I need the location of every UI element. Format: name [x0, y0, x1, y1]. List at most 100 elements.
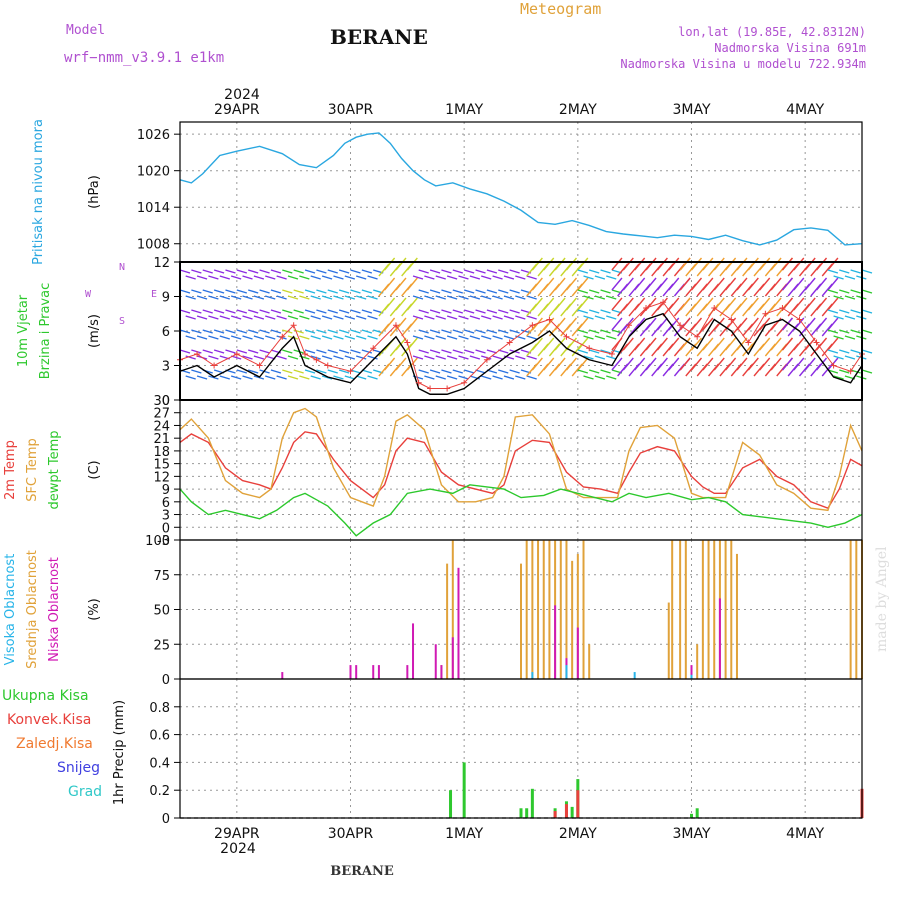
wind-barb: [577, 369, 589, 374]
wind-barb: [191, 329, 202, 334]
wind-barb: [804, 357, 816, 371]
wind-barb: [202, 309, 213, 314]
wind-barb: [736, 337, 748, 351]
wind-barb: [350, 329, 361, 334]
bar: [679, 540, 682, 679]
bar: [582, 540, 585, 679]
wind-barb: [554, 337, 566, 351]
y-tick-label: 9: [162, 291, 170, 306]
wind-barb: [236, 289, 248, 294]
wind-barb: [725, 337, 737, 351]
wind-barb: [435, 315, 446, 320]
wind-barb: [338, 329, 350, 334]
wind-barb: [531, 277, 543, 291]
wind-barb: [412, 295, 424, 300]
wind-barb: [321, 375, 333, 380]
wind-barb: [219, 375, 230, 380]
wind-barb: [600, 369, 611, 374]
wind-barb: [344, 335, 356, 340]
panel-frame: [179, 399, 863, 541]
wind-barb: [475, 269, 486, 274]
wind-barb: [606, 295, 617, 300]
wind-barb: [486, 309, 498, 314]
wind-barb: [702, 297, 714, 311]
wind-barb: [498, 309, 509, 314]
wind-barb: [412, 275, 424, 280]
wind-barb: [327, 309, 338, 314]
wind-barb: [191, 269, 202, 274]
wind-barb: [656, 357, 668, 371]
wind-barb: [446, 315, 458, 320]
wind-barb: [310, 315, 321, 320]
wind-barb: [219, 315, 230, 320]
wind-barb: [793, 297, 805, 311]
wind-barb: [622, 257, 634, 271]
wind-barb: [463, 309, 475, 314]
wind-barb: [554, 297, 566, 311]
wind-barb: [492, 315, 503, 320]
wind-barb: [219, 295, 230, 300]
wind-barb: [196, 295, 208, 300]
date-label-bottom: 30APR: [328, 826, 374, 842]
wind-barb: [588, 369, 600, 374]
wind-barb: [793, 357, 805, 371]
wind-barb: [367, 275, 378, 280]
wind-barb: [736, 357, 748, 371]
wind-barb: [287, 315, 299, 320]
wind-barb: [736, 277, 748, 291]
wind-barb: [316, 309, 327, 314]
wind-barb: [634, 337, 646, 351]
wind-barb: [253, 315, 265, 320]
wind-barb: [713, 257, 725, 271]
wind-barb: [424, 315, 435, 320]
wind-barb: [469, 355, 481, 360]
bar: [570, 806, 574, 818]
wind-barb: [656, 317, 668, 331]
wind-barb: [656, 277, 668, 291]
wind-barb: [815, 337, 828, 351]
wind-barb: [492, 355, 503, 360]
precip-legend-item: Grad: [68, 784, 102, 800]
wind-barb: [265, 275, 276, 280]
y-axis-label: Srednja Oblacnost: [25, 550, 40, 669]
bar: [457, 567, 460, 679]
wind-barb: [679, 337, 691, 351]
wind-barb: [446, 295, 458, 300]
wind-barb: [276, 275, 287, 280]
wind-barb: [526, 355, 537, 360]
bar: [559, 540, 562, 679]
wind-barb: [316, 269, 327, 274]
wind-barb: [196, 315, 208, 320]
wind-barb: [543, 257, 555, 271]
wind-barb: [827, 337, 839, 351]
date-label-top: 3MAY: [672, 102, 710, 118]
wind-barb: [225, 349, 236, 354]
y-tick-label: 75: [153, 569, 170, 584]
wind-barb: [276, 375, 287, 380]
wind-barb: [702, 337, 714, 351]
wind-barb: [565, 357, 578, 371]
bar: [531, 672, 534, 679]
wind-barb: [361, 349, 373, 354]
wind-barb: [577, 337, 589, 351]
wind-barb: [355, 295, 367, 300]
station-title: BERANE: [330, 25, 428, 49]
wind-barb: [515, 295, 526, 300]
wind-barb: [333, 315, 344, 320]
wind-barb: [429, 269, 441, 274]
wind-barb: [611, 317, 623, 331]
wind-barb: [282, 289, 293, 294]
wind-barb: [588, 349, 600, 354]
wind-barb: [622, 277, 634, 291]
wind-barb: [338, 369, 350, 374]
wind-barb: [219, 275, 230, 280]
wind-barb: [230, 295, 242, 300]
wind-barb: [185, 315, 196, 320]
wind-barb: [577, 357, 589, 371]
wind-barb: [395, 277, 407, 291]
wind-barb: [270, 309, 282, 314]
wind-barb: [492, 275, 503, 280]
bar: [412, 623, 415, 679]
wind-barb: [583, 295, 594, 300]
wind-barb: [713, 357, 725, 371]
